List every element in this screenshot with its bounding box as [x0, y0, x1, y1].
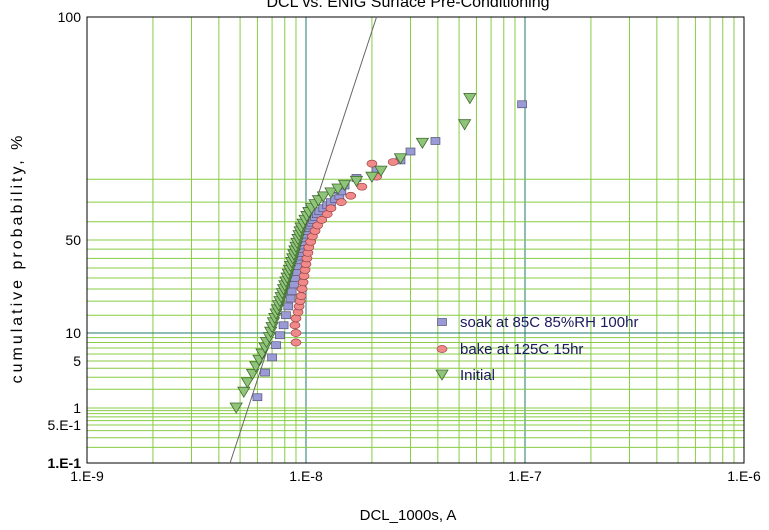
data-point — [365, 171, 379, 183]
data-point — [289, 321, 301, 330]
data-point — [316, 191, 331, 203]
data-point — [260, 368, 270, 377]
data-point — [290, 329, 302, 337]
data-point — [366, 159, 378, 168]
data-point — [324, 187, 338, 199]
data-point — [229, 402, 243, 414]
data-point — [393, 153, 408, 165]
data-point — [405, 147, 416, 156]
x-tick-label: 1.E-9 — [70, 468, 104, 484]
data-point — [325, 204, 337, 213]
data-point — [252, 393, 263, 402]
y-tick-label: 5.E-1 — [48, 417, 82, 433]
data-point — [271, 341, 281, 350]
data-point — [457, 119, 472, 131]
data-point — [283, 302, 294, 311]
grid-layer — [87, 17, 744, 463]
data-point — [288, 280, 299, 289]
x-axis-title: DCL_1000s, A — [360, 507, 457, 524]
chart-title: DCL vs. ENIG Surface Pre-Conditioning — [266, 0, 549, 11]
legend-label: Initial — [460, 367, 495, 384]
data-point — [463, 93, 477, 105]
data-point — [267, 353, 277, 362]
data-point — [296, 285, 308, 293]
y-tick-label: 100 — [58, 9, 82, 25]
x-tick-labels: 1.E-9 1.E-8 1.E-7 1.E-6 — [70, 468, 761, 484]
y-tick-label: 50 — [65, 232, 81, 248]
legend: soak at 85C 85%RH 100hr bake at 125C 15hr… — [435, 314, 638, 384]
data-point — [285, 294, 296, 303]
data-point — [349, 175, 364, 188]
series-ellipse — [289, 158, 399, 347]
data-point — [295, 292, 307, 300]
data-point — [316, 215, 328, 224]
series-triangle-down — [229, 93, 477, 414]
y-tick-label: 5 — [73, 353, 81, 369]
data-point — [237, 386, 251, 398]
y-axis-title: cumulative probability, % — [9, 133, 26, 384]
data-point — [275, 331, 285, 340]
x-tick-label: 1.E-7 — [508, 468, 542, 484]
legend-marker — [435, 369, 449, 381]
data-point — [290, 314, 302, 323]
plot-frame — [86, 16, 745, 464]
data-point — [387, 158, 399, 166]
x-tick-label: 1.E-6 — [727, 468, 761, 484]
data-point — [430, 137, 441, 145]
y-tick-label: 1.E-1 — [48, 455, 82, 471]
data-point — [356, 182, 368, 191]
data-point — [517, 100, 527, 109]
data-point — [331, 183, 345, 195]
data-point — [290, 338, 302, 347]
series-layer — [229, 93, 527, 414]
data-point — [345, 191, 357, 200]
legend-label: soak at 85C 85%RH 100hr — [460, 314, 638, 331]
data-point — [281, 311, 291, 320]
y-tick-label: 10 — [65, 325, 81, 341]
data-point — [240, 377, 255, 389]
legend-marker — [436, 345, 448, 353]
data-point — [337, 179, 352, 192]
y-tick-labels: 1.E-1 5.E-11 5 10 50 100 — [48, 9, 82, 471]
x-tick-label: 1.E-8 — [289, 468, 323, 484]
legend-label: bake at 125C 15hr — [460, 341, 583, 358]
data-point — [415, 137, 430, 150]
data-point — [278, 321, 289, 330]
y-tick-label: 1 — [73, 400, 81, 416]
legend-marker — [437, 318, 447, 326]
data-point — [374, 165, 388, 177]
data-point — [335, 198, 347, 207]
data-point — [297, 278, 309, 287]
